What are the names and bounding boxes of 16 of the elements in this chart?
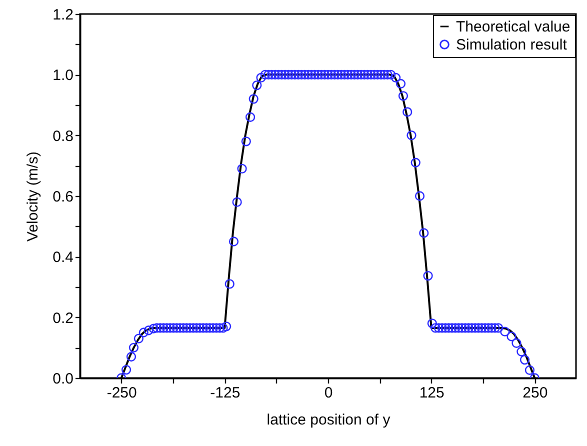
y-tick-label: 0.2	[52, 310, 74, 327]
x-tick-label: -125	[210, 384, 240, 402]
y-tick-label: 0.6	[52, 188, 74, 206]
y-tick-label: 0.4	[52, 249, 74, 266]
y-tick-label: 1.2	[52, 6, 74, 24]
x-tick-label: 250	[522, 384, 548, 402]
legend-label: Theoretical value	[456, 18, 570, 36]
y-tick-label: 0.8	[52, 128, 74, 145]
text: 0.0	[52, 370, 74, 388]
x-axis-title: lattice position of y	[266, 412, 391, 428]
y-tick-label: 1.0	[52, 67, 74, 84]
x-tick-label: -250	[106, 384, 137, 402]
y-axis-title: Velocity (m/s)	[24, 151, 42, 242]
x-tick-label: 125	[419, 384, 444, 402]
x-tick-label: 0	[324, 384, 333, 402]
legend-label: Simulation result	[456, 36, 568, 54]
